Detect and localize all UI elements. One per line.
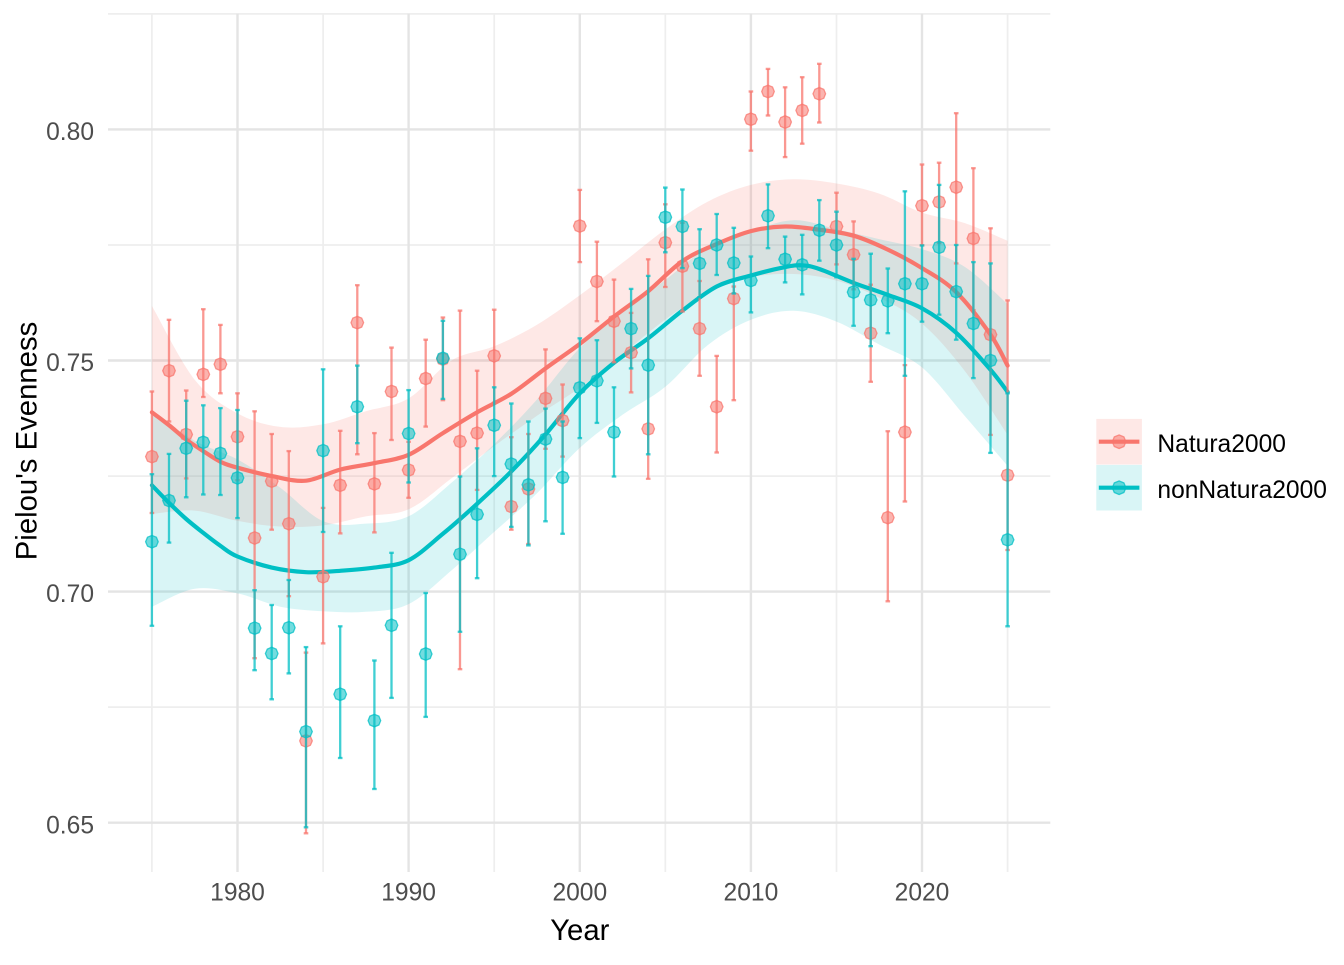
- svg-text:0.80: 0.80: [46, 119, 94, 146]
- svg-text:0.70: 0.70: [46, 581, 94, 608]
- svg-text:2000: 2000: [552, 880, 607, 907]
- svg-text:0.75: 0.75: [46, 350, 94, 377]
- svg-text:Pielou's Evenness: Pielou's Evenness: [11, 322, 44, 560]
- svg-text:2020: 2020: [895, 880, 950, 907]
- svg-text:1980: 1980: [210, 880, 265, 907]
- svg-text:0.65: 0.65: [46, 812, 94, 839]
- svg-text:Natura2000: Natura2000: [1157, 431, 1286, 458]
- svg-text:nonNatura2000: nonNatura2000: [1157, 477, 1327, 504]
- svg-text:Year: Year: [550, 914, 609, 947]
- svg-text:1990: 1990: [381, 880, 436, 907]
- svg-text:2010: 2010: [724, 880, 779, 907]
